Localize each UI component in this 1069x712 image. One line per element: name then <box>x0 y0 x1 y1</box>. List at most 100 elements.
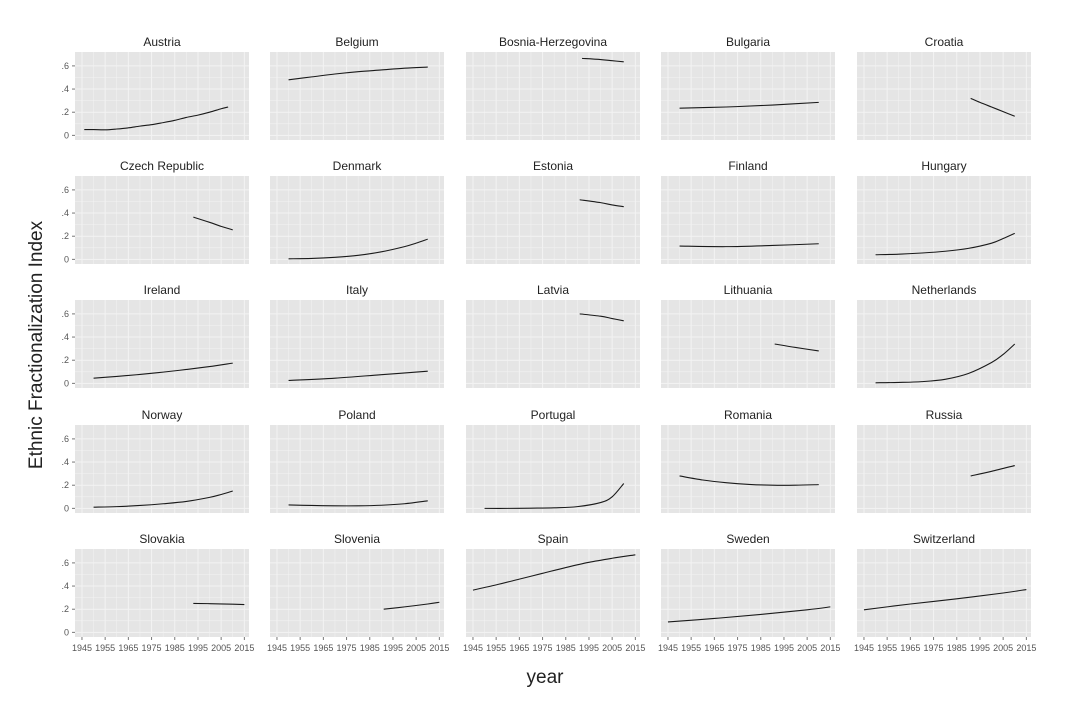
facet-title: Spain <box>538 532 569 546</box>
facet-panel: Romania <box>661 408 835 513</box>
series-line <box>579 313 624 322</box>
facet-title: Russia <box>926 408 963 422</box>
facet-panels: Austria 0 .2 .4 .6 Belgium Bosnia-Herzegovina B… <box>61 35 1036 653</box>
x-tick-label: 2015 <box>625 643 645 653</box>
panel-background <box>661 52 835 140</box>
x-tick-label: 1975 <box>337 643 357 653</box>
facet-title: Poland <box>338 408 375 422</box>
series-line <box>581 57 624 63</box>
panel-background <box>466 300 640 388</box>
facet-title: Denmark <box>333 159 383 173</box>
panel-background <box>466 425 640 513</box>
x-tick-label: 1985 <box>751 643 771 653</box>
y-tick-label: .6 <box>61 558 69 568</box>
facet-panel: Italy <box>270 283 444 388</box>
facet-title: Austria <box>143 35 181 49</box>
panel-background <box>270 425 444 513</box>
facet-title: Switzerland <box>913 532 975 546</box>
series-line <box>288 238 428 260</box>
x-tick-label: 1945 <box>463 643 483 653</box>
series-line <box>679 475 819 486</box>
panel-background <box>75 52 249 140</box>
panel-background <box>75 176 249 264</box>
x-tick-label: 1995 <box>579 643 599 653</box>
x-tick-label: 2005 <box>406 643 426 653</box>
facet-panel: Slovenia 1945 1955 1965 1975 1985 1995 2005 2015 <box>267 532 449 653</box>
facet-title: Finland <box>728 159 767 173</box>
series-line <box>472 554 636 591</box>
facet-title: Croatia <box>925 35 964 49</box>
facet-panel: Russia <box>857 408 1031 513</box>
panel-background <box>466 176 640 264</box>
facet-panel: Finland <box>661 159 835 264</box>
facet-title: Estonia <box>533 159 573 173</box>
facet-title: Czech Republic <box>120 159 204 173</box>
facet-panel: Lithuania <box>661 283 835 388</box>
y-tick-label: 0 <box>64 503 69 513</box>
x-axis-title: year <box>527 667 565 688</box>
facet-panel: Estonia <box>466 159 640 264</box>
panel-background <box>466 52 640 140</box>
series-line <box>970 464 1015 477</box>
series-line <box>679 243 819 248</box>
facet-panel: Spain 1945 1955 1965 1975 1985 1995 2005 2015 <box>463 532 645 653</box>
facet-panel: Poland <box>270 408 444 513</box>
series-line <box>288 500 428 507</box>
series-line <box>667 606 831 623</box>
facet-panel: Sweden 1945 1955 1965 1975 1985 1995 2005 2015 <box>658 532 840 653</box>
y-tick-label: .4 <box>61 208 69 218</box>
x-tick-label: 1955 <box>290 643 310 653</box>
x-tick-label: 1975 <box>142 643 162 653</box>
x-tick-label: 1965 <box>313 643 333 653</box>
panel-background <box>661 300 835 388</box>
x-tick-label: 1945 <box>658 643 678 653</box>
y-tick-label: .6 <box>61 309 69 319</box>
x-tick-label: 1985 <box>556 643 576 653</box>
panel-background <box>661 176 835 264</box>
series-line <box>383 601 440 610</box>
series-line <box>875 343 1016 384</box>
x-tick-label: 1985 <box>165 643 185 653</box>
x-tick-label: 1945 <box>267 643 287 653</box>
y-tick-label: .4 <box>61 332 69 342</box>
x-tick-label: 2015 <box>1016 643 1036 653</box>
x-tick-label: 1995 <box>970 643 990 653</box>
y-tick-label: .4 <box>61 457 69 467</box>
x-tick-label: 1995 <box>774 643 794 653</box>
y-tick-label: .2 <box>61 355 69 365</box>
x-tick-label: 1995 <box>188 643 208 653</box>
x-tick-label: 1945 <box>854 643 874 653</box>
x-tick-label: 1975 <box>924 643 944 653</box>
y-tick-label: .2 <box>61 480 69 490</box>
facet-title: Slovakia <box>139 532 185 546</box>
facet-title: Romania <box>724 408 772 422</box>
series-line <box>288 370 428 382</box>
series-line <box>679 101 819 109</box>
x-tick-label: 1985 <box>360 643 380 653</box>
facet-title: Portugal <box>531 408 576 422</box>
facet-panel: Belgium <box>270 35 444 140</box>
y-tick-label: .2 <box>61 107 69 117</box>
y-tick-label: 0 <box>64 627 69 637</box>
x-tick-label: 2005 <box>797 643 817 653</box>
y-tick-label: .2 <box>61 604 69 614</box>
x-tick-label: 1965 <box>704 643 724 653</box>
facet-panel: Czech Republic 0 .2 .4 .6 <box>61 159 249 264</box>
panel-background <box>270 52 444 140</box>
panel-background <box>75 549 249 637</box>
x-tick-label: 2015 <box>429 643 449 653</box>
y-tick-label: 0 <box>64 378 69 388</box>
x-tick-label: 2005 <box>211 643 231 653</box>
facet-title: Belgium <box>335 35 378 49</box>
series-line <box>193 602 245 606</box>
x-tick-label: 1965 <box>509 643 529 653</box>
facet-title: Norway <box>142 408 183 422</box>
facet-panel: Netherlands <box>857 283 1031 388</box>
panel-background <box>270 300 444 388</box>
facet-panel: Bosnia-Herzegovina <box>466 35 640 140</box>
facet-title: Slovenia <box>334 532 380 546</box>
panel-background <box>75 425 249 513</box>
series-line <box>93 362 233 379</box>
series-line <box>93 490 233 508</box>
